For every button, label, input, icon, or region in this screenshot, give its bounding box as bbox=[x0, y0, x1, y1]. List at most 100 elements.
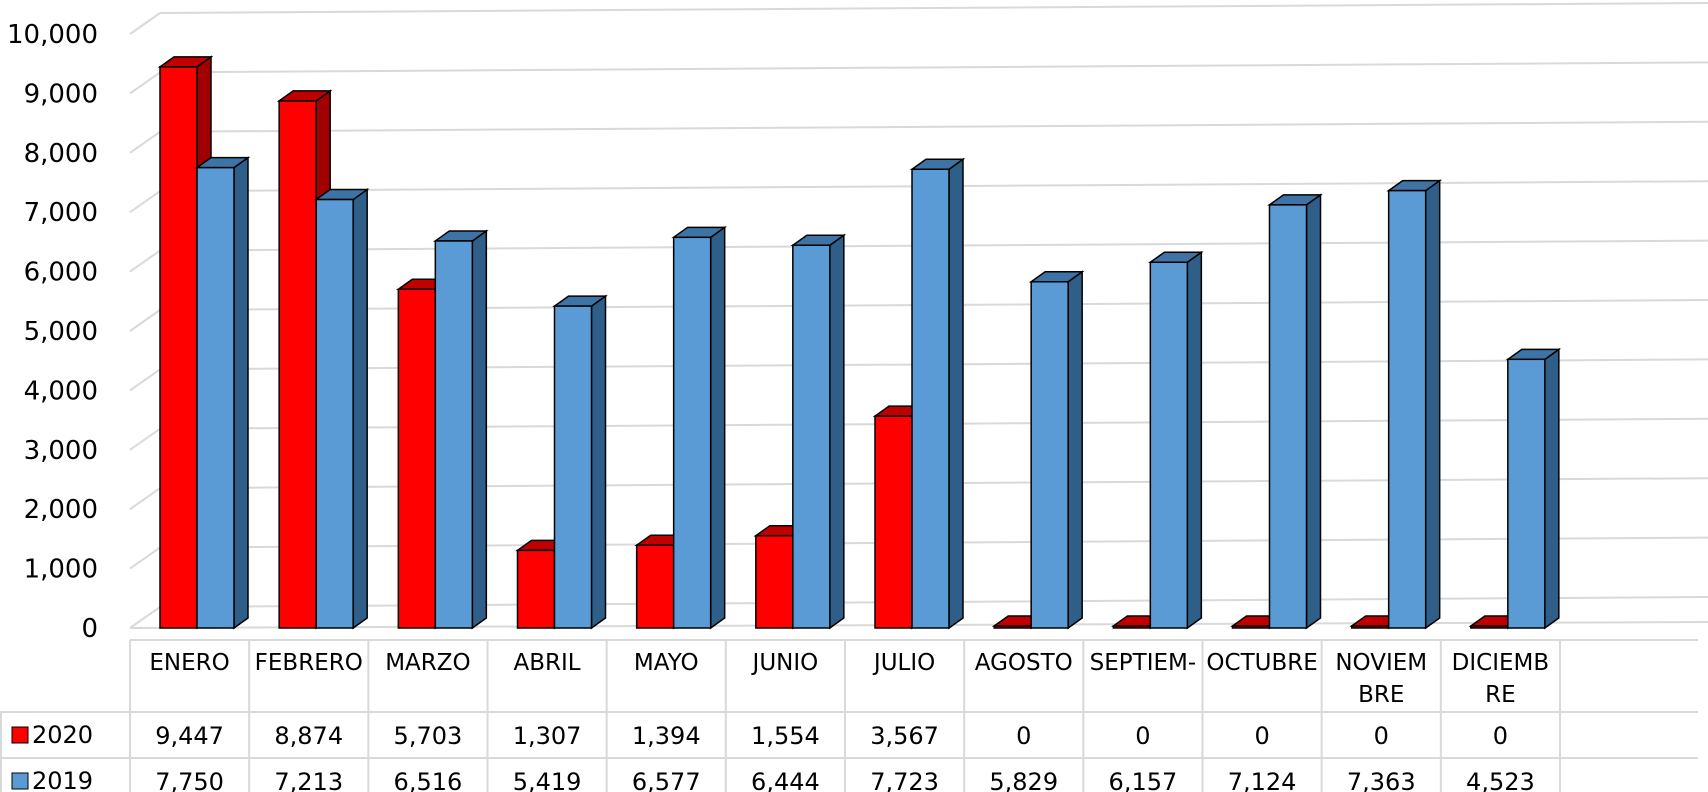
data-label-2020: 1,307 bbox=[513, 722, 582, 750]
category-label: JUNIO bbox=[751, 650, 819, 676]
bar-side bbox=[352, 188, 368, 630]
bar-side bbox=[1186, 250, 1203, 630]
bar-side bbox=[1067, 270, 1083, 630]
bar-front bbox=[635, 544, 675, 629]
bar-front bbox=[993, 625, 1032, 629]
y-tick-label: 6,000 bbox=[24, 258, 98, 288]
gridline bbox=[129, 309, 161, 332]
data-label-2020: 0 bbox=[1493, 722, 1508, 750]
bar-side bbox=[948, 157, 964, 630]
bar-2019-0 bbox=[194, 156, 251, 630]
bar-side bbox=[829, 233, 845, 630]
data-label-2019: 7,124 bbox=[1228, 768, 1297, 792]
data-label-2020: 1,394 bbox=[632, 722, 701, 750]
bar-2019-5 bbox=[790, 233, 847, 630]
bar-front bbox=[672, 236, 712, 629]
gridline bbox=[129, 487, 161, 511]
bar-2019-8 bbox=[1147, 250, 1204, 630]
data-label-2020: 5,703 bbox=[394, 722, 463, 750]
gridline bbox=[129, 130, 161, 154]
y-tick-label: 8,000 bbox=[24, 139, 98, 169]
gridline bbox=[159, 2, 1708, 14]
data-label-2019: 7,213 bbox=[274, 768, 343, 792]
bar-2019-4 bbox=[671, 225, 728, 630]
data-label-2019: 5,419 bbox=[513, 768, 582, 792]
legend-key-2019 bbox=[11, 772, 29, 790]
data-label-2020: 3,567 bbox=[870, 722, 939, 750]
bar-front bbox=[792, 244, 831, 629]
bar-side bbox=[590, 294, 607, 630]
bar-side bbox=[1424, 179, 1441, 630]
y-tick-label: 4,000 bbox=[24, 376, 98, 406]
y-tick-label: 2,000 bbox=[24, 495, 98, 525]
bar-2019-6 bbox=[909, 157, 966, 630]
data-label-2019: 6,157 bbox=[1109, 768, 1178, 792]
data-label-2020: 1,554 bbox=[751, 722, 820, 750]
bar-front bbox=[397, 288, 437, 629]
data-label-2019: 6,577 bbox=[632, 768, 701, 792]
category-label: BRE bbox=[1358, 682, 1404, 708]
bar-side bbox=[471, 229, 488, 630]
gridline bbox=[129, 71, 161, 95]
y-tick-label: 3,000 bbox=[24, 436, 98, 466]
bar-2019-3 bbox=[552, 294, 608, 630]
y-tick-label: 0 bbox=[81, 614, 98, 644]
bar-front bbox=[159, 66, 198, 629]
gridline bbox=[129, 190, 161, 214]
category-label: NOVIEM bbox=[1335, 650, 1427, 676]
bar-front bbox=[315, 198, 354, 629]
gridline bbox=[129, 368, 161, 392]
gridline bbox=[129, 12, 161, 35]
bars bbox=[157, 55, 1562, 630]
data-label-2019: 7,363 bbox=[1347, 768, 1416, 792]
gridline bbox=[129, 606, 161, 629]
data-label-2020: 9,447 bbox=[155, 722, 224, 750]
bar-front bbox=[911, 168, 950, 629]
bar-front bbox=[874, 415, 913, 629]
bar-2019-9 bbox=[1267, 193, 1323, 630]
gridline bbox=[129, 427, 161, 451]
category-label: OCTUBRE bbox=[1206, 650, 1317, 676]
y-tick-label: 10,000 bbox=[7, 20, 98, 50]
legend-key-2020 bbox=[11, 726, 29, 744]
data-label-2019: 5,829 bbox=[989, 768, 1058, 792]
gridline bbox=[129, 249, 161, 273]
category-label: ENERO bbox=[149, 650, 229, 676]
bar-front bbox=[434, 240, 474, 629]
bar-front bbox=[196, 166, 235, 629]
bar-front bbox=[278, 100, 317, 629]
y-axis: 0 1,000 2,000 3,000 4,000 5,000 6,000 7,000 8,00… bbox=[7, 20, 98, 644]
data-label-2020: 8,874 bbox=[274, 722, 343, 750]
bar-front bbox=[1387, 189, 1427, 629]
bar-2019-11 bbox=[1505, 347, 1562, 630]
data-label-2019: 6,444 bbox=[751, 768, 820, 792]
y-tick-label: 1,000 bbox=[24, 555, 98, 585]
bar-side bbox=[1305, 193, 1322, 630]
bar-front bbox=[1149, 261, 1189, 629]
data-label-2019: 7,750 bbox=[155, 768, 224, 792]
bar-front bbox=[1470, 625, 1509, 629]
bar-front bbox=[1030, 281, 1069, 629]
y-tick-label: 9,000 bbox=[24, 79, 98, 109]
category-label: SEPTIEM- bbox=[1090, 650, 1197, 676]
y-tick-label: 7,000 bbox=[24, 198, 98, 228]
category-label: ABRIL bbox=[514, 650, 581, 676]
gridline bbox=[159, 120, 1708, 133]
bar-side bbox=[709, 225, 726, 630]
bar-front bbox=[553, 305, 593, 629]
legend-label-2019: 2019 bbox=[32, 767, 93, 792]
bar-side bbox=[1544, 347, 1560, 630]
data-label-2020: 0 bbox=[1016, 722, 1031, 750]
data-label-2019: 7,723 bbox=[870, 768, 939, 792]
data-label-2020: 0 bbox=[1254, 722, 1269, 750]
bar-side bbox=[233, 156, 249, 630]
bar-2019-7 bbox=[1028, 270, 1085, 630]
bar-2019-1 bbox=[313, 188, 370, 630]
gridline bbox=[129, 546, 161, 570]
bar-front bbox=[755, 534, 794, 629]
category-label: RE bbox=[1485, 682, 1516, 708]
data-label-2020: 0 bbox=[1374, 722, 1389, 750]
bar-2019-10 bbox=[1386, 179, 1443, 630]
category-label: AGOSTO bbox=[975, 650, 1073, 676]
category-label: MAYO bbox=[634, 650, 699, 676]
